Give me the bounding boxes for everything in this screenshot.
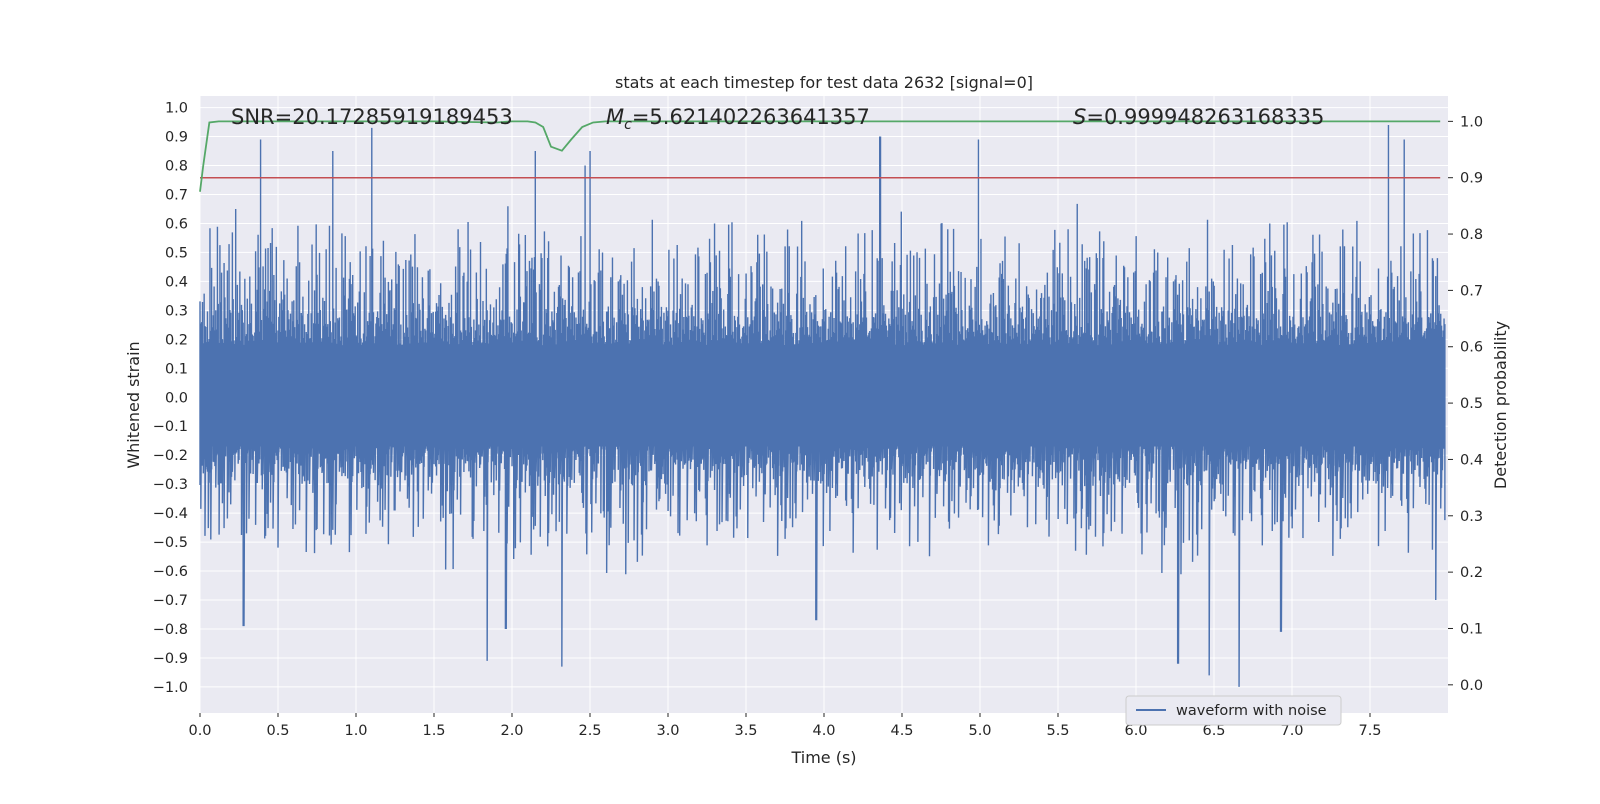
chirp-mass-subscript: c bbox=[624, 117, 632, 133]
y-axis-label-right: Detection probability bbox=[1491, 321, 1510, 489]
axis-layer: 0.0 0.5 1.0 1.5 2.0 2.5 3.0 3.5 4.0 4.5 5.0 5.5 6.0 6… bbox=[153, 101, 1483, 739]
y-left-tick-label: −0.7 bbox=[153, 593, 188, 609]
x-tick-label: 6.5 bbox=[1202, 723, 1225, 739]
legend-box bbox=[1125, 695, 1342, 726]
chirp-mass-symbol: M bbox=[606, 105, 624, 129]
y-left-tick-label: 1.0 bbox=[165, 101, 188, 117]
legend: waveform with noise bbox=[1125, 695, 1342, 726]
y-left-tick-label: −0.5 bbox=[153, 535, 188, 551]
y-right-tick-label: 1.0 bbox=[1460, 114, 1483, 130]
y-left-tick-label: 0.5 bbox=[165, 245, 188, 261]
x-tick-label: 4.5 bbox=[890, 723, 913, 739]
y-left-tick-label: 0.0 bbox=[165, 390, 188, 406]
y-right-tick-label: 0.2 bbox=[1460, 565, 1483, 581]
y-axis-label-left: Whitened strain bbox=[124, 341, 143, 468]
y-right-tick-label: 0.5 bbox=[1460, 396, 1483, 412]
chirp-mass-value: =5.621402263641357 bbox=[632, 105, 870, 129]
x-tick-label: 0.5 bbox=[266, 723, 289, 739]
y-right-tick-label: 0.0 bbox=[1460, 678, 1483, 694]
chart-title: stats at each timestep for test data 263… bbox=[615, 73, 1033, 92]
snr-annotation: SNR=20.17285919189453 bbox=[231, 105, 513, 129]
x-tick-label: 7.5 bbox=[1358, 723, 1381, 739]
y-left-tick-label: −1.0 bbox=[153, 680, 188, 696]
y-left-tick-label: 0.9 bbox=[165, 130, 188, 146]
y-left-tick-label: 0.2 bbox=[165, 332, 188, 348]
y-left-tick-label: −0.6 bbox=[153, 564, 188, 580]
x-tick-label: 7.0 bbox=[1280, 723, 1303, 739]
y-right-tick-label: 0.6 bbox=[1460, 340, 1483, 356]
y-left-tick-label: 0.6 bbox=[165, 216, 188, 232]
y-right-tick-label: 0.8 bbox=[1460, 227, 1483, 243]
chirp-mass-annotation: Mc=5.621402263641357 bbox=[606, 105, 870, 133]
x-tick-label: 2.0 bbox=[500, 723, 523, 739]
y-left-tick-label: −0.9 bbox=[153, 651, 188, 667]
score-annotation: S=0.999948263168335 bbox=[1073, 105, 1324, 129]
y-left-tick-label: 0.8 bbox=[165, 159, 188, 175]
y-right-tick-label: 0.3 bbox=[1460, 509, 1483, 525]
y-left-tick-label: −0.3 bbox=[153, 477, 188, 493]
score-value: =0.999948263168335 bbox=[1086, 105, 1324, 129]
x-tick-label: 2.5 bbox=[578, 723, 601, 739]
score-symbol: S bbox=[1073, 105, 1086, 129]
y-left-tick-label: −0.4 bbox=[153, 506, 188, 522]
legend-label: waveform with noise bbox=[1176, 703, 1327, 719]
y-right-tick-label: 0.9 bbox=[1460, 171, 1483, 187]
x-tick-label: 1.0 bbox=[344, 723, 367, 739]
y-left-tick-label: 0.1 bbox=[165, 361, 188, 377]
x-tick-label: 6.0 bbox=[1124, 723, 1147, 739]
y-right-tick-label: 0.1 bbox=[1460, 621, 1483, 637]
x-tick-label: 5.0 bbox=[968, 723, 991, 739]
x-tick-label: 3.5 bbox=[734, 723, 757, 739]
x-tick-label: 5.5 bbox=[1046, 723, 1069, 739]
y-left-tick-label: −0.8 bbox=[153, 622, 188, 638]
y-left-tick-label: −0.2 bbox=[153, 448, 188, 464]
x-tick-label: 1.5 bbox=[422, 723, 445, 739]
x-tick-label: 3.0 bbox=[656, 723, 679, 739]
x-tick-label: 0.0 bbox=[188, 723, 211, 739]
y-left-tick-label: −0.1 bbox=[153, 419, 188, 435]
x-tick-label: 4.0 bbox=[812, 723, 835, 739]
plot-layer bbox=[199, 120, 1446, 687]
y-right-tick-label: 0.4 bbox=[1460, 452, 1483, 468]
y-left-tick-label: 0.7 bbox=[165, 187, 188, 203]
detection-probability-series bbox=[199, 120, 1441, 192]
waveform-series bbox=[199, 124, 1446, 687]
y-left-tick-label: 0.3 bbox=[165, 303, 188, 319]
x-axis-label: Time (s) bbox=[790, 748, 856, 767]
y-left-tick-label: 0.4 bbox=[165, 274, 188, 290]
y-right-tick-label: 0.7 bbox=[1460, 283, 1483, 299]
